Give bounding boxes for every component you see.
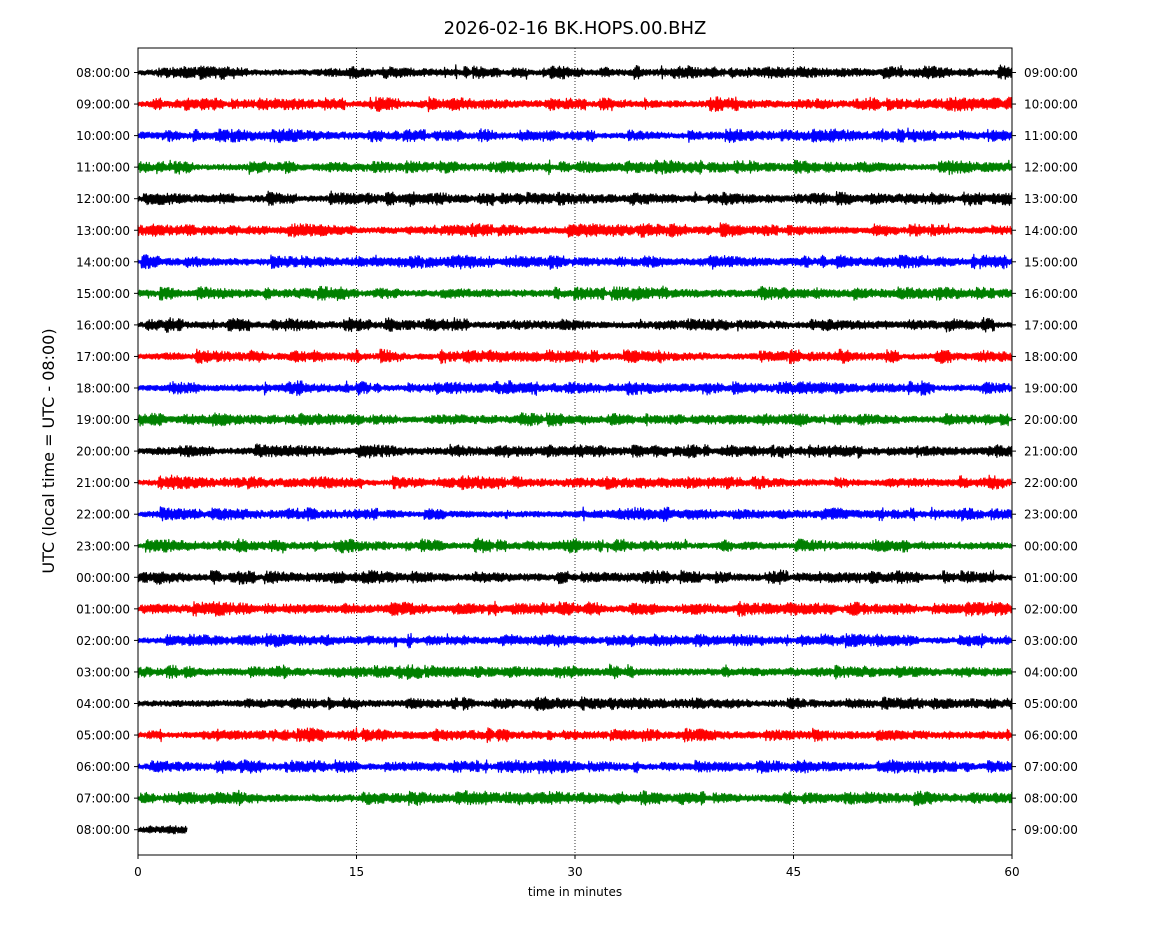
y-tick-label-left: 22:00:00: [76, 508, 130, 522]
y-tick-label-left: 04:00:00: [76, 697, 130, 711]
trace-row-24: [137, 825, 188, 835]
y-tick-label-left: 05:00:00: [76, 729, 130, 743]
y-tick-label-right: 16:00:00: [1024, 287, 1078, 301]
trace-row-15: [137, 537, 1013, 554]
y-tick-label-left: 19:00:00: [76, 413, 130, 427]
y-tick-label-left: 08:00:00: [76, 66, 130, 80]
y-tick-label-left: 18:00:00: [76, 382, 130, 396]
y-tick-label-left: 08:00:00: [76, 823, 130, 837]
trace-row-19: [137, 663, 1013, 680]
trace-row-1: [137, 96, 1013, 113]
x-tick-label: 60: [1004, 865, 1019, 879]
y-tick-label-left: 06:00:00: [76, 760, 130, 774]
trace-row-22: [137, 759, 1013, 775]
y-tick-label-right: 09:00:00: [1024, 823, 1078, 837]
y-tick-label-right: 03:00:00: [1024, 634, 1078, 648]
trace-row-20: [137, 696, 1013, 712]
y-tick-label-left: 17:00:00: [76, 350, 130, 364]
y-tick-label-left: 12:00:00: [76, 192, 130, 206]
trace-row-21: [137, 727, 1013, 744]
y-tick-label-right: 08:00:00: [1024, 792, 1078, 806]
trace-row-4: [137, 190, 1013, 208]
trace-row-0: [137, 64, 1013, 80]
y-tick-label-left: 02:00:00: [76, 634, 130, 648]
y-tick-label-left: 11:00:00: [76, 161, 130, 175]
trace-row-12: [137, 443, 1013, 459]
trace-row-11: [137, 412, 1013, 428]
trace-row-8: [137, 317, 1013, 333]
y-tick-label-left: 00:00:00: [76, 571, 130, 585]
y-tick-label-left: 14:00:00: [76, 255, 130, 269]
x-tick-label: 15: [349, 865, 364, 879]
x-tick-label: 0: [134, 865, 142, 879]
trace-row-13: [137, 474, 1013, 491]
y-tick-label-right: 01:00:00: [1024, 571, 1078, 585]
y-tick-label-right: 19:00:00: [1024, 382, 1078, 396]
y-tick-label-right: 18:00:00: [1024, 350, 1078, 364]
y-tick-label-right: 00:00:00: [1024, 539, 1078, 553]
trace-row-2: [137, 127, 1013, 144]
trace-row-23: [137, 789, 1013, 807]
y-tick-label-left: 03:00:00: [76, 665, 130, 679]
y-tick-label-right: 21:00:00: [1024, 445, 1078, 459]
y-tick-label-right: 07:00:00: [1024, 760, 1078, 774]
y-tick-label-right: 23:00:00: [1024, 508, 1078, 522]
y-axis-label: UTC (local time = UTC - 08:00): [39, 328, 58, 573]
trace-row-17: [137, 600, 1013, 617]
trace-row-5: [137, 222, 1013, 238]
y-tick-label-right: 12:00:00: [1024, 161, 1078, 175]
y-tick-label-right: 06:00:00: [1024, 729, 1078, 743]
y-tick-label-right: 09:00:00: [1024, 66, 1078, 80]
y-tick-label-right: 05:00:00: [1024, 697, 1078, 711]
y-tick-label-right: 02:00:00: [1024, 602, 1078, 616]
y-tick-label-left: 07:00:00: [76, 792, 130, 806]
y-tick-label-right: 22:00:00: [1024, 476, 1078, 490]
y-tick-label-left: 10:00:00: [76, 129, 130, 143]
y-tick-label-right: 14:00:00: [1024, 224, 1078, 238]
traces: [137, 64, 1013, 835]
y-tick-label-left: 16:00:00: [76, 318, 130, 332]
trace-row-10: [137, 380, 1013, 397]
x-axis-ticks: 0 15 30 45 60: [134, 855, 1020, 879]
x-tick-label: 45: [786, 865, 801, 879]
x-tick-label: 30: [567, 865, 582, 879]
y-tick-label-right: 04:00:00: [1024, 665, 1078, 679]
y-axis-ticks: 08:00:00 09:00:00 09:00:00 10:00:00 10:00:00…: [76, 66, 1078, 837]
trace-row-16: [137, 569, 1013, 585]
y-tick-label-left: 21:00:00: [76, 476, 130, 490]
trace-row-7: [137, 285, 1013, 302]
y-tick-label-right: 15:00:00: [1024, 255, 1078, 269]
y-tick-label-left: 20:00:00: [76, 445, 130, 459]
y-tick-label-right: 17:00:00: [1024, 318, 1078, 332]
y-tick-label-right: 13:00:00: [1024, 192, 1078, 206]
y-tick-label-left: 01:00:00: [76, 602, 130, 616]
x-axis-label: time in minutes: [528, 885, 622, 899]
y-tick-label-right: 20:00:00: [1024, 413, 1078, 427]
trace-row-14: [137, 506, 1013, 523]
trace-row-3: [137, 159, 1013, 176]
y-tick-label-left: 09:00:00: [76, 98, 130, 112]
y-tick-label-right: 10:00:00: [1024, 98, 1078, 112]
y-tick-label-right: 11:00:00: [1024, 129, 1078, 143]
gridlines: [356, 48, 794, 855]
y-tick-label-left: 13:00:00: [76, 224, 130, 238]
trace-row-18: [137, 632, 1013, 649]
y-tick-label-left: 23:00:00: [76, 539, 130, 553]
y-tick-label-left: 15:00:00: [76, 287, 130, 301]
trace-row-6: [137, 253, 1013, 270]
chart-title: 2026-02-16 BK.HOPS.00.BHZ: [444, 18, 707, 39]
trace-row-9: [137, 348, 1013, 365]
